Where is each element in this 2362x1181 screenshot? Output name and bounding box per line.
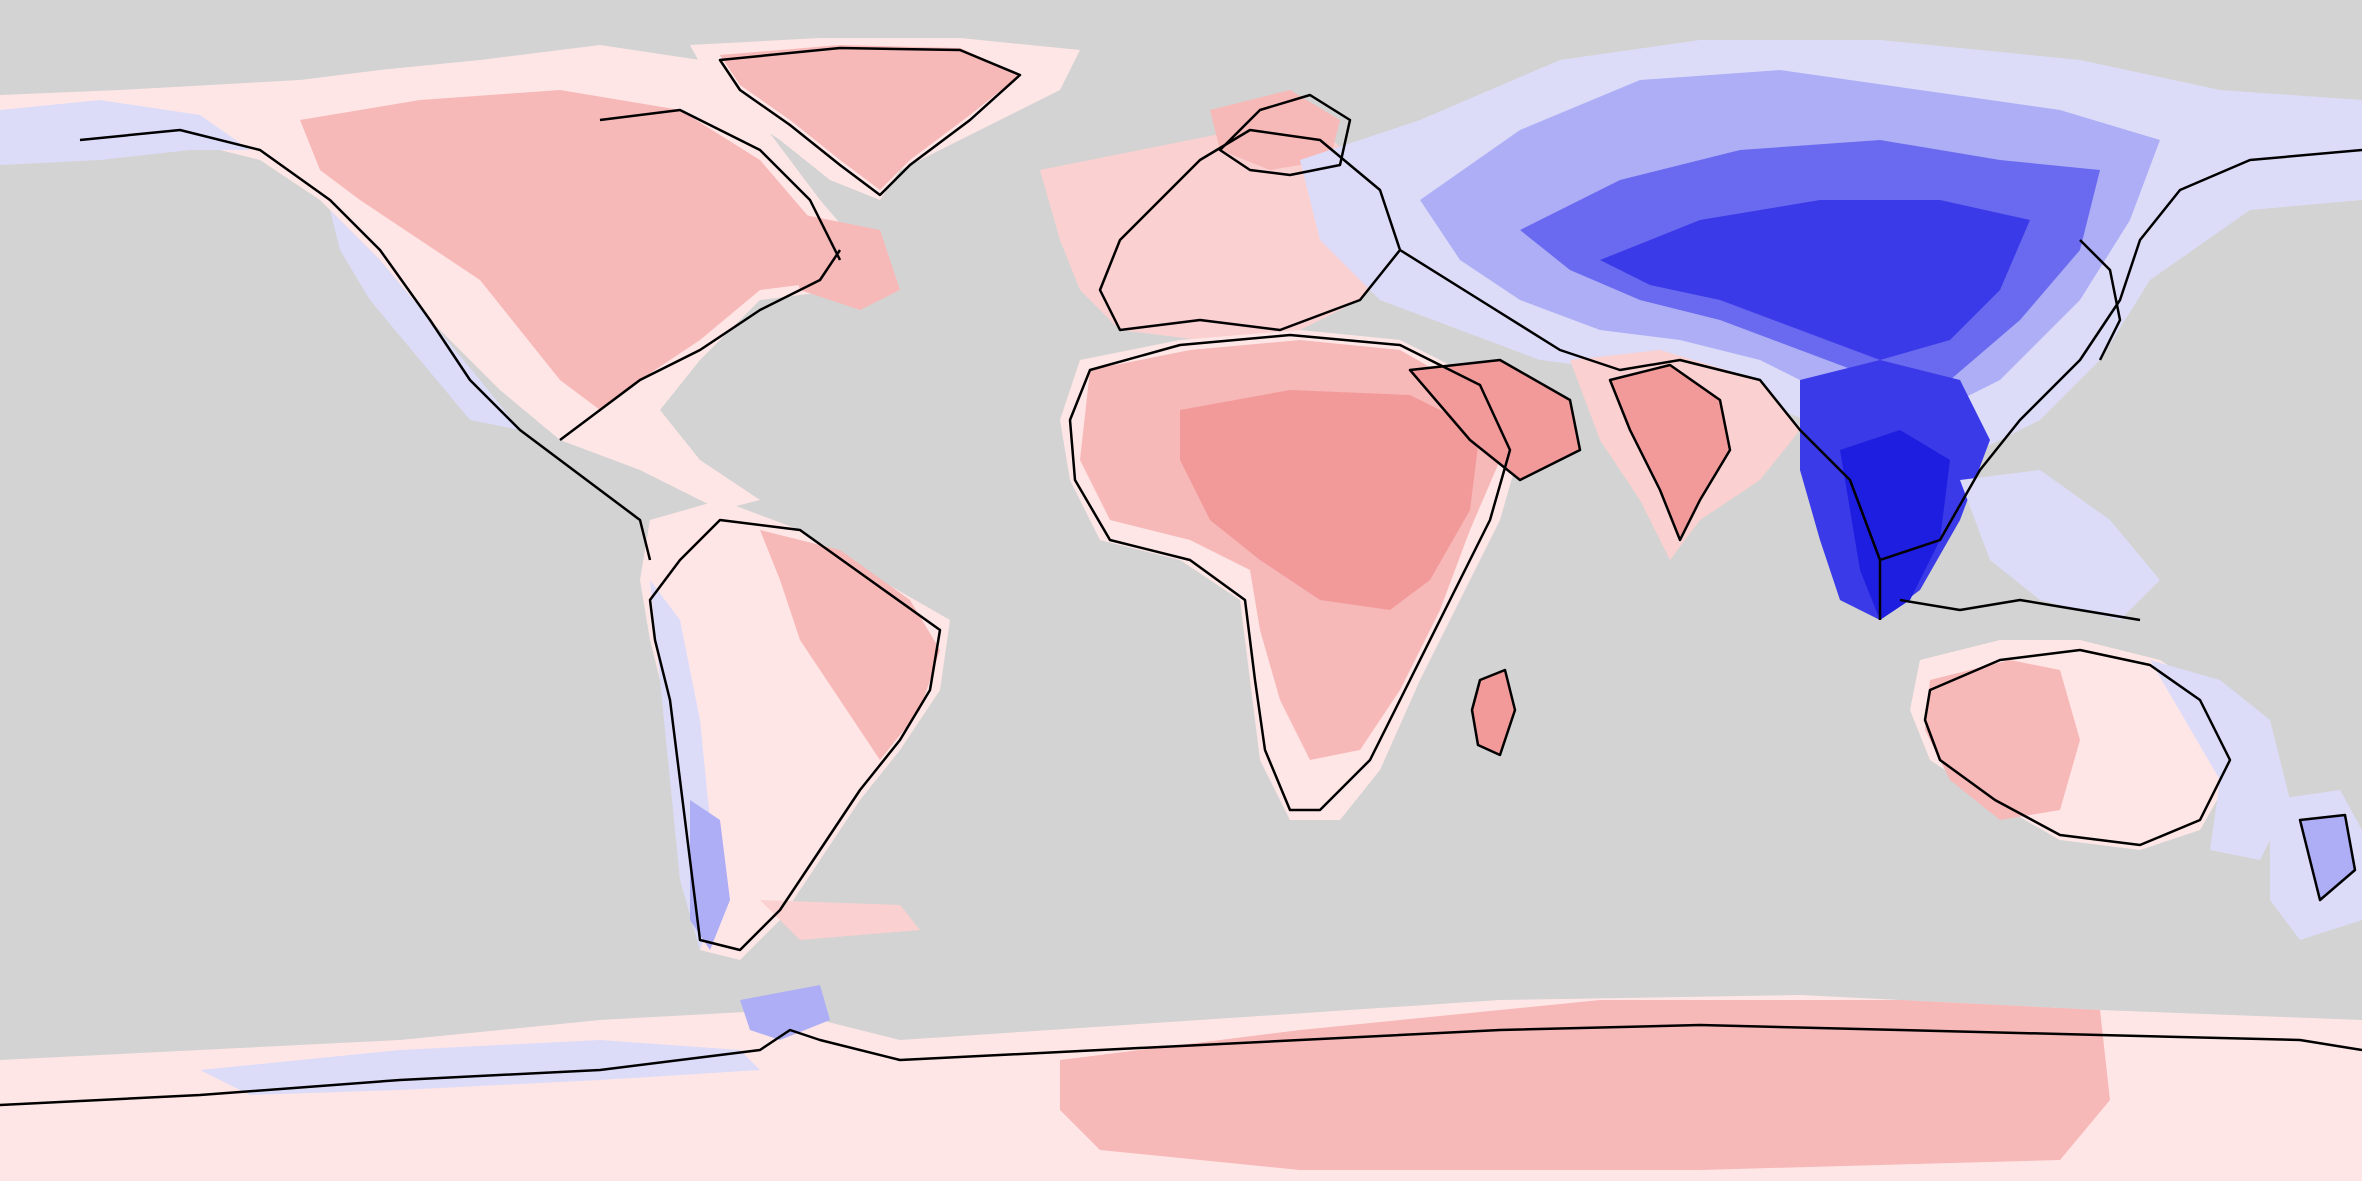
patagonia-blue bbox=[690, 800, 730, 950]
antarctica-west-pale bbox=[200, 1040, 760, 1095]
sahara-red-core bbox=[1180, 390, 1480, 610]
region-north-america bbox=[0, 45, 880, 510]
south-america-east-red bbox=[760, 530, 940, 760]
coastline-arabia bbox=[1408, 358, 1582, 482]
coastline-japan bbox=[2079, 239, 2122, 361]
australia-east-pale bbox=[2150, 660, 2290, 860]
coastline-australia bbox=[1923, 648, 2232, 847]
coastlines bbox=[0, 46, 2362, 1107]
north-america-red-core bbox=[300, 90, 840, 410]
coastline-india bbox=[1608, 363, 1732, 542]
coastline-scandinavia bbox=[1218, 93, 1352, 177]
australia-red bbox=[1925, 660, 2080, 820]
alaska-blue bbox=[0, 100, 250, 165]
coastline-madagascar bbox=[1470, 668, 1517, 757]
region-africa bbox=[1060, 330, 1520, 820]
new-zealand-core bbox=[2300, 815, 2355, 900]
europe-north-red bbox=[1210, 90, 1340, 170]
coastline-asia bbox=[1399, 148, 2362, 620]
antarctica-red bbox=[1060, 1000, 2110, 1170]
region-south-america bbox=[640, 500, 950, 960]
region-greenland bbox=[690, 38, 1080, 200]
coastline-north-america bbox=[79, 108, 842, 561]
coastline-greenland bbox=[718, 46, 1022, 197]
coastline-indonesia bbox=[1899, 598, 2141, 622]
coastline-antarctica bbox=[0, 1023, 2362, 1107]
region-antarctica bbox=[0, 985, 2362, 1181]
antarctic-peninsula-blue bbox=[740, 985, 830, 1040]
north-america-west-blue bbox=[330, 210, 520, 430]
maritime-asia-pale bbox=[1960, 470, 2160, 620]
region-india bbox=[1570, 350, 1800, 560]
region-asia bbox=[1300, 40, 2362, 620]
madagascar bbox=[1472, 670, 1515, 755]
southeast-asia-darkest bbox=[1840, 430, 1950, 620]
coastline-new-zealand bbox=[2298, 813, 2357, 902]
coastline-south-america bbox=[648, 518, 942, 952]
coastline-africa bbox=[1068, 333, 1512, 812]
patagonia-tip-red bbox=[760, 900, 920, 940]
india-red bbox=[1610, 365, 1730, 540]
greenland-red bbox=[720, 45, 1020, 190]
asia-dark bbox=[1600, 200, 2030, 360]
coastline-europe bbox=[1098, 128, 1402, 332]
